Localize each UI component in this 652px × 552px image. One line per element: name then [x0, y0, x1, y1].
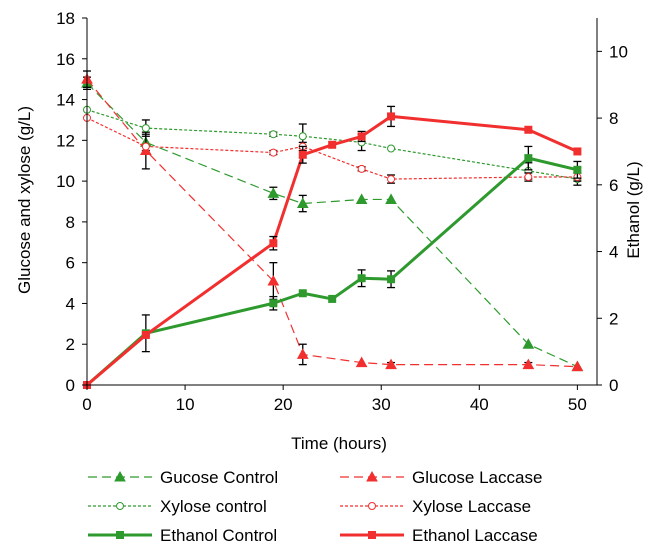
y-left-tick-label: 4: [66, 294, 75, 313]
x-tick-label: 10: [176, 395, 195, 414]
data-point-triangle: [385, 193, 397, 204]
data-point-square: [269, 299, 278, 308]
data-point-triangle: [296, 348, 309, 359]
y-left-tick-label: 18: [56, 9, 75, 28]
data-point-triangle: [355, 193, 368, 204]
x-tick-label: 0: [82, 395, 91, 414]
legend-label: Ethanol Control: [160, 526, 277, 545]
data-point-square: [141, 330, 150, 339]
data-point-square: [328, 140, 337, 149]
data-point-triangle: [385, 358, 397, 370]
data-point-triangle: [522, 338, 535, 349]
data-point-triangle: [355, 356, 368, 368]
y-axis-left-title: Glucose and xylose (g/L): [15, 106, 34, 294]
legend-marker: [116, 502, 124, 510]
legend-label: Glucose Laccase: [412, 468, 542, 487]
y-left-tick-label: 10: [56, 172, 75, 191]
data-point-square: [387, 112, 396, 121]
series-line: [86, 82, 578, 368]
data-point-square: [298, 150, 307, 159]
data-point-square: [524, 125, 533, 134]
data-point-square: [269, 239, 278, 248]
data-point-square: [573, 165, 582, 174]
legend-item: Glucose Laccase: [340, 468, 542, 487]
series-line: [86, 156, 578, 387]
y-left-tick-label: 8: [66, 213, 75, 232]
y-right-tick-label: 2: [609, 309, 618, 328]
x-tick-label: 40: [470, 395, 489, 414]
data-point-triangle: [296, 197, 309, 209]
data-point-triangle: [267, 274, 280, 286]
y-left-tick-label: 16: [56, 50, 75, 69]
y-left-tick-label: 14: [56, 91, 75, 110]
series-line: [86, 78, 578, 368]
series-line: [86, 114, 578, 387]
data-point-triangle: [522, 358, 535, 370]
legend-item: Xylose control: [88, 497, 267, 516]
legend-marker: [116, 531, 124, 539]
data-point-square: [357, 274, 366, 283]
legend-item: Ethanol Control: [88, 526, 277, 545]
series-ethanol-laccase: [83, 105, 582, 389]
y-right-tick-label: 0: [609, 376, 618, 395]
data-point-circle: [298, 132, 307, 141]
y-left-tick-label: 0: [66, 376, 75, 395]
legend-label: Xylose control: [160, 497, 267, 516]
axes-layer: 0 2 4 6 8 10 12 14 16 18 0 2 4 6 8 10 0 10 20 30 40 50: [56, 9, 628, 414]
x-tick-label: 20: [274, 395, 293, 414]
y-left-tick-label: 12: [56, 131, 75, 150]
x-tick-label: 30: [372, 395, 391, 414]
data-point-circle: [269, 130, 278, 139]
legend-item: Ethanol Laccase: [340, 526, 538, 545]
x-tick-label: 50: [568, 395, 587, 414]
data-point-square: [387, 275, 396, 284]
data-point-square: [328, 294, 337, 303]
y-right-tick-label: 6: [609, 176, 618, 195]
data-point-circle: [524, 173, 533, 182]
data-point-square: [573, 147, 582, 156]
plot-layer: [81, 70, 584, 389]
y-axis-right-title: Ethanol (g/L): [624, 161, 643, 258]
y-left-tick-label: 6: [66, 254, 75, 273]
legend-marker: [368, 502, 376, 510]
legend-marker: [366, 470, 378, 482]
data-point-square: [524, 154, 533, 163]
legend-item: Xylose Laccase: [340, 497, 531, 516]
series-ethanol-control: [83, 145, 582, 389]
legend-label: Gucose Control: [160, 468, 278, 487]
legend-label: Ethanol Laccase: [412, 526, 538, 545]
data-point-circle: [269, 148, 278, 157]
data-point-square: [298, 289, 307, 298]
y-left-tick-label: 2: [66, 335, 75, 354]
data-point-circle: [387, 175, 396, 184]
x-axis-title: Time (hours): [291, 434, 387, 453]
series-gucose-control: [81, 76, 584, 372]
legend-marker: [114, 470, 126, 482]
y-right-tick-label: 10: [609, 42, 628, 61]
data-point-circle: [357, 164, 366, 173]
y-right-tick-label: 8: [609, 109, 618, 128]
data-point-triangle: [571, 360, 584, 372]
legend-label: Xylose Laccase: [412, 497, 531, 516]
series-line: [86, 109, 578, 180]
data-point-square: [357, 132, 366, 141]
y-right-tick-label: 4: [609, 243, 618, 262]
data-point-triangle: [267, 187, 280, 198]
legend-layer: Gucose Control Glucose Laccase Xylose cont…: [88, 468, 542, 545]
legend-item: Gucose Control: [88, 468, 278, 487]
data-point-circle: [387, 144, 396, 153]
legend-marker: [368, 531, 376, 539]
data-point-circle: [141, 124, 150, 133]
data-point-circle: [141, 142, 150, 151]
